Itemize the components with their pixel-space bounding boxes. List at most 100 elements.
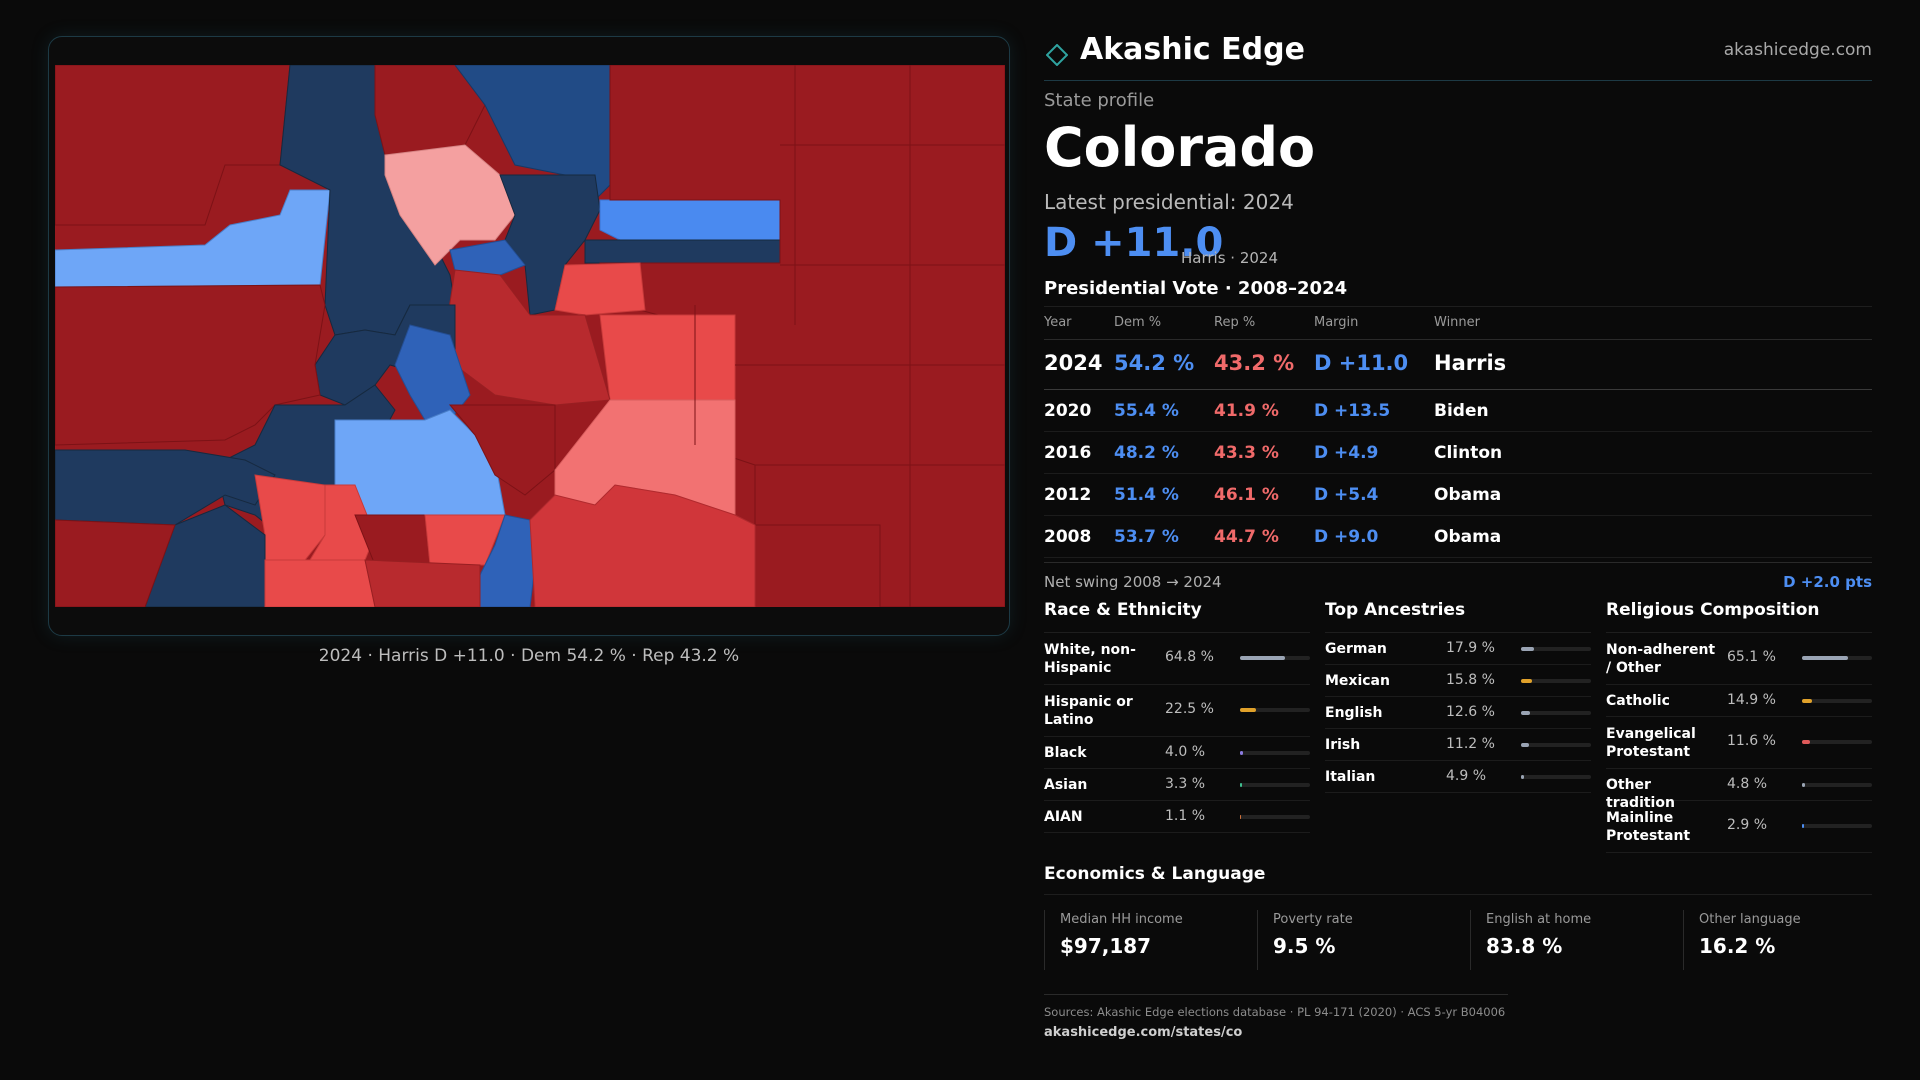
county-region[interactable] xyxy=(55,65,291,226)
item-bar-fill xyxy=(1521,679,1533,683)
item-bar-fill xyxy=(1240,815,1242,819)
item-bar xyxy=(1802,824,1872,828)
cell-year: 2012 xyxy=(1044,485,1092,505)
diamond-logo-icon xyxy=(1046,44,1068,66)
cell-dem: 48.2 % xyxy=(1114,443,1179,463)
econ-stat-income: Median HH income $97,187 xyxy=(1044,910,1250,970)
item-value: 2.9 % xyxy=(1727,817,1768,833)
ancestries-section: Top Ancestries German 17.9 % Mexican 15.… xyxy=(1325,600,1591,793)
county-region[interactable] xyxy=(584,239,781,264)
county-region[interactable] xyxy=(554,262,646,316)
econ-stat-other-language: Other language 16.2 % xyxy=(1683,910,1889,970)
item-label: Mainline Protestant xyxy=(1606,810,1691,844)
item-bar-fill xyxy=(1521,711,1530,715)
county-region[interactable] xyxy=(55,284,326,446)
header-winner: Winner xyxy=(1434,315,1481,330)
item-bar-fill xyxy=(1802,699,1813,703)
cell-year: 2024 xyxy=(1044,351,1103,375)
net-swing-label: Net swing 2008 → 2024 xyxy=(1044,573,1222,591)
item-bar xyxy=(1802,656,1872,660)
cell-dem: 53.7 % xyxy=(1114,527,1179,547)
county-region[interactable] xyxy=(55,519,176,607)
item-bar-fill xyxy=(1521,743,1529,747)
county-region[interactable] xyxy=(384,144,516,266)
cell-winner: Clinton xyxy=(1434,443,1503,463)
item-bar xyxy=(1802,740,1872,744)
table-row[interactable]: 2024 54.2 % 43.2 % D +11.0 Harris xyxy=(1044,340,1872,390)
item-bar xyxy=(1240,815,1310,819)
religion-title: Religious Composition xyxy=(1606,600,1872,633)
cell-margin: D +4.9 xyxy=(1314,443,1379,463)
cell-dem: 51.4 % xyxy=(1114,485,1179,505)
item-bar-fill xyxy=(1240,783,1243,787)
item-bar xyxy=(1521,775,1591,779)
cell-winner: Obama xyxy=(1434,485,1502,505)
item-bar-fill xyxy=(1802,824,1805,828)
item-value: 17.9 % xyxy=(1446,640,1495,656)
latest-presidential-label: Latest presidential: 2024 xyxy=(1044,190,1294,214)
item-bar-fill xyxy=(1521,775,1525,779)
item-bar-fill xyxy=(1521,647,1534,651)
table-row[interactable]: 2008 53.7 % 44.7 % D +9.0 Obama xyxy=(1044,516,1872,558)
item-bar xyxy=(1521,711,1591,715)
cell-rep: 44.7 % xyxy=(1214,527,1279,547)
list-item: Hispanic or Latino 22.5 % xyxy=(1044,685,1310,737)
header-rep: Rep % xyxy=(1214,315,1256,330)
item-label: Asian xyxy=(1044,777,1088,793)
list-item: Other tradition 4.8 % xyxy=(1606,769,1872,811)
item-label: Black xyxy=(1044,745,1087,761)
header-margin: Margin xyxy=(1314,315,1359,330)
item-bar-fill xyxy=(1802,656,1848,660)
brand-url-link[interactable]: akashicedge.com xyxy=(1723,40,1872,60)
cell-dem: 54.2 % xyxy=(1114,351,1195,375)
state-profile-panel: Akashic Edge akashicedge.com State profi… xyxy=(1044,0,1872,1080)
county-map[interactable] xyxy=(55,65,1005,607)
table-row[interactable]: 2016 48.2 % 43.3 % D +4.9 Clinton xyxy=(1044,432,1872,474)
county-region[interactable] xyxy=(364,559,481,607)
stat-value: 9.5 % xyxy=(1273,934,1336,958)
item-bar xyxy=(1240,783,1310,787)
county-region[interactable] xyxy=(529,484,756,607)
latest-margin: D +11.0 xyxy=(1044,220,1224,266)
list-item: Asian 3.3 % xyxy=(1044,769,1310,801)
county-region[interactable] xyxy=(599,199,781,241)
list-item: Black 4.0 % xyxy=(1044,737,1310,769)
list-item: Catholic 14.9 % xyxy=(1606,685,1872,717)
vote-table: Year Dem % Rep % Margin Winner 2024 54.2… xyxy=(1044,306,1872,558)
header-dem: Dem % xyxy=(1114,315,1162,330)
stat-label: English at home xyxy=(1486,912,1592,927)
list-item: Mainline Protestant 2.9 % xyxy=(1606,801,1872,853)
header-year: Year xyxy=(1044,315,1072,330)
item-label: Mexican xyxy=(1325,673,1390,689)
profile-label: State profile xyxy=(1044,90,1155,111)
vote-table-header: Year Dem % Rep % Margin Winner xyxy=(1044,306,1872,340)
item-label: Non-adherent / Other xyxy=(1606,642,1716,676)
economics-title: Economics & Language xyxy=(1044,864,1872,895)
county-region[interactable] xyxy=(448,404,556,496)
item-label: Irish xyxy=(1325,737,1361,753)
county-region[interactable] xyxy=(264,559,376,607)
item-label: Catholic xyxy=(1606,693,1670,709)
cell-margin: D +9.0 xyxy=(1314,527,1379,547)
item-bar-fill xyxy=(1802,783,1806,787)
item-value: 4.9 % xyxy=(1446,768,1487,784)
brand-header: Akashic Edge akashicedge.com xyxy=(1044,30,1872,81)
county-map-panel xyxy=(48,36,1010,636)
stat-value: 16.2 % xyxy=(1699,934,1776,958)
race-title: Race & Ethnicity xyxy=(1044,600,1310,633)
item-value: 22.5 % xyxy=(1165,701,1214,717)
cell-winner: Harris xyxy=(1434,351,1507,375)
net-swing-row: Net swing 2008 → 2024 D +2.0 pts xyxy=(1044,562,1872,593)
page-url-link[interactable]: akashicedge.com/states/co xyxy=(1044,1025,1243,1040)
item-label: Italian xyxy=(1325,769,1376,785)
map-caption: 2024 · Harris D +11.0 · Dem 54.2 % · Rep… xyxy=(318,646,740,666)
county-region[interactable] xyxy=(599,314,736,401)
table-row[interactable]: 2020 55.4 % 41.9 % D +13.5 Biden xyxy=(1044,390,1872,432)
list-item: Non-adherent / Other 65.1 % xyxy=(1606,633,1872,685)
table-row[interactable]: 2012 51.4 % 46.1 % D +5.4 Obama xyxy=(1044,474,1872,516)
econ-stat-english: English at home 83.8 % xyxy=(1470,910,1676,970)
item-bar xyxy=(1521,743,1591,747)
item-label: English xyxy=(1325,705,1383,721)
item-label: AIAN xyxy=(1044,809,1083,825)
net-swing-value: D +2.0 pts xyxy=(1783,573,1872,591)
